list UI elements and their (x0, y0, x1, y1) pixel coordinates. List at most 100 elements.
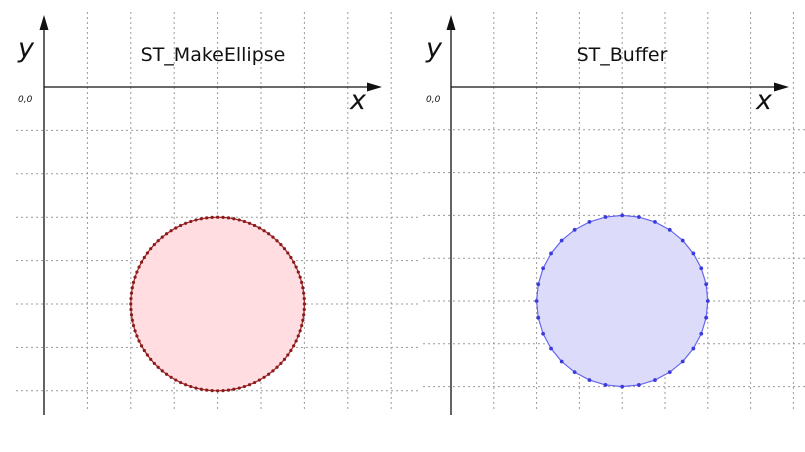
vertex-dot (226, 216, 231, 220)
vertex-dot (705, 299, 710, 303)
vertex-dot (680, 238, 685, 243)
x-axis-arrow-icon (774, 82, 789, 92)
vertex-dot (199, 217, 203, 221)
vertex-dot (137, 265, 141, 269)
vertex-dot (704, 315, 709, 320)
vertex-dot (189, 384, 193, 389)
vertex-dot (129, 291, 134, 295)
vertex-dot (637, 215, 641, 219)
vertex-dot (164, 232, 169, 236)
vertex-dot (620, 384, 625, 389)
vertex-dot (156, 365, 160, 369)
vertex-dot (699, 266, 704, 271)
vertex-dot (179, 223, 183, 228)
vertex-dot (194, 386, 198, 390)
vertex-dot (152, 242, 156, 247)
vertex-dot (279, 361, 283, 366)
vertex-dot (267, 232, 271, 236)
vertex-dot (137, 339, 141, 343)
vertex-dot (199, 387, 203, 391)
vertex-dot (194, 218, 198, 222)
vertex-dot (302, 313, 306, 317)
vertex-dot (221, 215, 225, 219)
vertex-dot (169, 229, 173, 233)
vertex-dot (587, 220, 592, 224)
vertex-dot (129, 313, 134, 317)
grid-lines (423, 12, 805, 412)
vertex-dot (179, 380, 183, 385)
vertex-dot (262, 229, 266, 233)
vertex-dot (637, 383, 641, 387)
vertex-dot (262, 375, 266, 379)
vertex-dot (653, 378, 657, 382)
vertex-dot (216, 215, 220, 219)
vertex-dot (292, 260, 296, 264)
vertex-dot (216, 389, 220, 393)
vertex-dot (135, 270, 139, 274)
vertex-dot (296, 334, 300, 338)
vertex-dot (536, 315, 541, 320)
vertex-dot (300, 280, 304, 285)
vertex-dot (257, 226, 262, 230)
vertex-dot (160, 369, 164, 373)
vertex-dot (174, 226, 178, 230)
panel-title: ST_Buffer (577, 44, 668, 66)
y-axis-label: y (425, 33, 443, 64)
vertex-dot (667, 227, 672, 232)
vertex-dot (242, 384, 247, 389)
origin-label: 0,0 (18, 95, 33, 105)
vertex-dot (549, 251, 553, 256)
vertex-dot (237, 218, 241, 222)
vertex-dot (164, 372, 169, 376)
buffer-vertices (534, 213, 710, 389)
vertex-dot (160, 235, 164, 239)
vertex-dot (221, 389, 225, 393)
vertex-dot (302, 291, 306, 295)
vertex-dot (541, 266, 546, 271)
y-axis-arrow-icon (39, 15, 49, 30)
vertex-dot (301, 318, 305, 322)
vertex-dot (257, 378, 262, 382)
x-axis-label: x (755, 85, 773, 116)
vertex-dot (237, 386, 241, 390)
vertex-dot (271, 369, 275, 373)
vertex-dot (302, 307, 306, 312)
vertex-dot (210, 389, 214, 393)
vertex-dot (252, 380, 257, 385)
vertex-dot (184, 383, 188, 387)
vertex-dot (145, 251, 149, 255)
vertex-dot (294, 339, 298, 343)
vertex-dot (549, 346, 553, 351)
vertex-dot (133, 329, 137, 333)
vertex-dot (691, 251, 696, 256)
x-axis-arrow-icon (367, 82, 382, 92)
vertex-dot (242, 219, 247, 224)
vertex-dot (301, 286, 305, 290)
vertex-dot (152, 361, 156, 366)
y-axis-arrow-icon (446, 15, 456, 30)
vertex-dot (603, 215, 608, 219)
vertex-dot (282, 247, 287, 251)
vertex-dot (135, 334, 139, 338)
panel-buffer: y x 0,0 ST_Buffer (423, 12, 805, 415)
vertex-dot (667, 370, 672, 375)
vertex-dot (271, 235, 275, 239)
vertex-dot (286, 353, 290, 357)
vertex-dot (680, 359, 685, 364)
vertex-dot (289, 348, 293, 353)
vertex-dot (296, 270, 300, 274)
vertex-dot (691, 346, 696, 351)
vertex-dot (282, 357, 287, 361)
vertex-dot (292, 344, 296, 348)
grid-lines (16, 12, 420, 412)
vertex-dot (129, 307, 133, 312)
vertex-dot (286, 251, 290, 255)
vertex-dot (142, 255, 146, 260)
vertex-dot (572, 227, 577, 232)
vertex-dot (129, 302, 133, 306)
vertex-dot (300, 323, 304, 328)
vertex-dot (174, 378, 178, 382)
vertex-dot (189, 219, 193, 224)
vertex-dot (289, 255, 293, 260)
